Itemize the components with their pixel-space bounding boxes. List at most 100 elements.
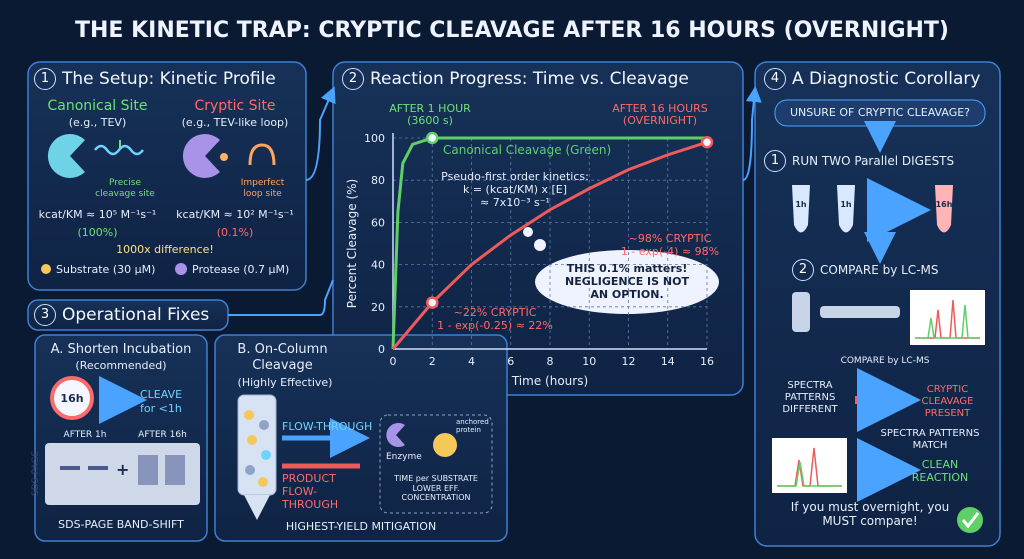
detail: TIME per SUBSTRATE LOWER EFF. CONCENTRAT… [394, 474, 478, 503]
outcome-condition: SPECTRA PATTERNS DIFFERENT [782, 380, 838, 415]
annotation: ≈ 7x10⁻³ s⁻¹ [480, 196, 550, 209]
tube [792, 185, 810, 233]
tube-label: 1h [840, 200, 852, 209]
page-title: THE KINETIC TRAP: CRYPTIC CLEAVAGE AFTER… [75, 18, 949, 43]
difference: 1000x difference! [116, 243, 214, 256]
site-example: (e.g., TEV) [68, 116, 127, 129]
bead [247, 435, 257, 445]
bead [244, 410, 254, 420]
site-name: Canonical Site [47, 98, 148, 114]
step-text: RUN TWO Parallel DIGESTS [792, 154, 955, 168]
clock-icon [50, 376, 94, 420]
point-marker [426, 131, 439, 145]
x-tick-label: 10 [582, 355, 596, 368]
step-number: 1 [764, 150, 786, 172]
legend-entry: Protease (0.7 μM) [192, 263, 290, 276]
closing: If you must overnight, you MUST compare! [790, 500, 950, 529]
site-label: Imperfect loop site [240, 178, 285, 199]
panel-heading: A Diagnostic Corollary [792, 69, 981, 89]
rate: kcat/KM ≈ 10² M⁻¹s⁻¹ [176, 208, 294, 221]
x-tick-label: 14 [661, 355, 675, 368]
outcome-result: CRYPTIC CLEAVAGE PRESENT [921, 384, 974, 419]
fix-note: (Highly Effective) [237, 376, 333, 389]
panel-heading: Operational Fixes [62, 305, 210, 325]
clock-label: 16h [60, 392, 84, 405]
y-tick-label: 80 [371, 174, 385, 187]
enzyme-icon [182, 134, 220, 178]
annotation: 1 - exp(-0.25) ≈ 22% [437, 319, 553, 332]
panel-setup [27, 61, 307, 291]
protease-dot [175, 263, 187, 275]
annotation: NEGLIGENCE IS NOT [565, 275, 689, 288]
gel-smear [138, 455, 158, 485]
action: for <1h [140, 402, 182, 415]
substrate-dot [41, 264, 51, 274]
bead [258, 477, 268, 487]
panel-heading: The Setup: Kinetic Profile [62, 69, 276, 89]
gel-label: SDS-PAGE [31, 450, 42, 496]
y-tick-label: 0 [378, 343, 385, 356]
action: CLEAVE [140, 388, 183, 401]
outcome-condition: SPECTRA PATTERNS MATCH [880, 428, 980, 451]
enzyme-icon [47, 134, 85, 178]
gel-band [60, 466, 80, 470]
y-axis-label: Percent Cleavage (%) [345, 179, 359, 308]
compare-caption: COMPARE by LC-MS [840, 356, 930, 366]
legend-entry: Canonical Cleavage (Green) [443, 143, 611, 157]
x-tick-label: 8 [547, 355, 554, 368]
y-tick-label: 100 [364, 132, 385, 145]
flow-label: PRODUCT FLOW-THROUGH [282, 472, 339, 512]
spark [220, 153, 228, 161]
legend-entry: Substrate (30 μM) [56, 263, 156, 276]
site-name: Cryptic Site [194, 98, 276, 114]
outcome-result: CLEAN REACTION [911, 458, 969, 485]
spectrum [915, 304, 980, 339]
annotation: AFTER 1 HOUR [389, 102, 471, 115]
step-number: 4 [764, 68, 786, 90]
fix-heading: B. On-Column Cleavage [237, 342, 328, 373]
cloud-dot [523, 227, 533, 237]
check-icon [957, 507, 983, 533]
x-tick-label: 6 [507, 355, 514, 368]
x-tick-label: 16 [700, 355, 714, 368]
gel-band [88, 466, 108, 470]
tube-label: 16h [935, 200, 953, 209]
y-tick-label: 20 [371, 301, 385, 314]
y-tick-label: 60 [371, 216, 385, 229]
annotation: AN OPTION. [590, 288, 663, 301]
connector [305, 86, 336, 181]
annotation: 1 - exp(-4) ≈ 98% [621, 245, 719, 258]
annotation: ~22% CRYPTIC [454, 306, 537, 319]
gel [45, 443, 200, 505]
lc-column [820, 306, 900, 318]
column [237, 394, 277, 496]
gel-smear [165, 455, 185, 485]
bead [245, 465, 255, 475]
panel-heading: Reaction Progress: Time vs. Cleavage [370, 69, 689, 89]
fix-note: (Recommended) [75, 359, 167, 372]
site-label: Precise cleavage site [95, 178, 155, 199]
tube [935, 185, 953, 233]
callout-cloud [535, 250, 719, 314]
plus: + [116, 460, 130, 479]
fix-heading: A. Shorten Incubation [50, 342, 192, 357]
anchored-label: anchored protein [456, 418, 489, 435]
x-tick-label: 12 [622, 355, 636, 368]
point-marker [426, 296, 439, 309]
annotation: k = (kcat/KM) x [E] [463, 183, 567, 196]
tube-label: 1h [795, 200, 807, 209]
step-number: 2 [792, 259, 814, 281]
x-tick-label: 2 [429, 355, 436, 368]
x-tick-label: 4 [468, 355, 475, 368]
bead [259, 420, 269, 430]
substrate-icon [94, 144, 144, 156]
annotation: ~98% CRYPTIC [629, 232, 712, 245]
flow-label: FLOW-THROUGH [282, 420, 373, 433]
enzyme-icon [386, 422, 405, 447]
y-tick-label: 40 [371, 259, 385, 272]
protein-icon [433, 433, 457, 457]
annotation: Pseudo-first order kinetics: [441, 170, 589, 183]
column-tip [244, 495, 270, 520]
site-example: (e.g., TEV-like loop) [181, 116, 289, 129]
